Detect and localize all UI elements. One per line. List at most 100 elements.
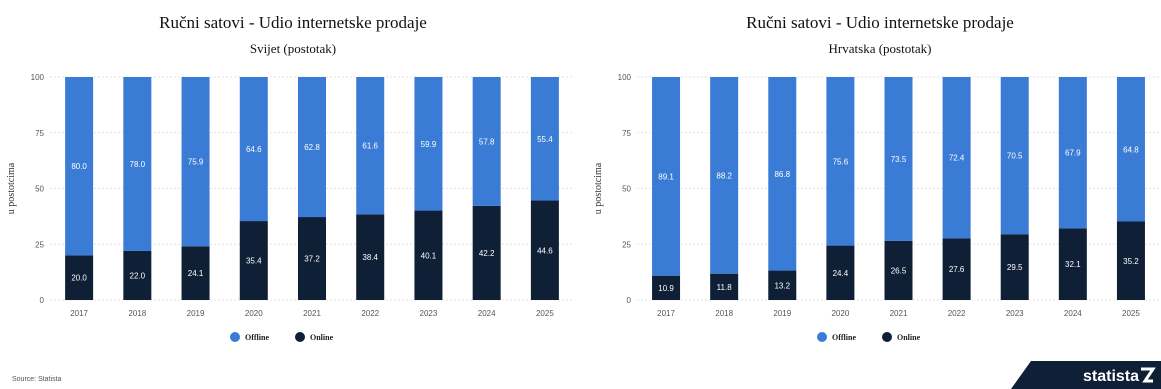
legend-label: Offline	[832, 333, 856, 342]
data-label-offline: 75.9	[188, 158, 204, 167]
bar-online	[239, 221, 268, 300]
data-label-online: 29.5	[1007, 263, 1023, 272]
legend-marker	[817, 332, 827, 342]
x-tick-label: 2025	[1122, 309, 1140, 318]
y-tick-label: 50	[35, 185, 44, 194]
bar-offline	[181, 77, 210, 247]
bar-online	[1000, 234, 1029, 300]
data-label-online: 27.6	[949, 265, 965, 274]
x-tick-label: 2023	[1006, 309, 1024, 318]
chart-1: Ručni satovi - Udio internetske prodaje S…	[6, 13, 574, 342]
bar-online	[768, 270, 797, 300]
bar-offline	[1116, 77, 1145, 222]
x-tick-label: 2017	[657, 309, 675, 318]
bar-offline	[356, 77, 385, 215]
bar-online	[298, 217, 326, 300]
data-label-online: 37.2	[304, 255, 320, 264]
chart-subtitle: Svijet (postotak)	[250, 41, 336, 56]
bar-offline	[1000, 77, 1029, 235]
bar-offline	[826, 77, 855, 246]
x-tick-label: 2018	[715, 309, 733, 318]
y-tick-label: 100	[31, 73, 45, 82]
data-label-offline: 88.2	[716, 171, 732, 180]
y-axis-label: u postotcima	[6, 162, 17, 214]
bar-online	[530, 200, 559, 300]
data-label-online: 35.2	[1123, 257, 1139, 266]
data-label-offline: 57.8	[479, 137, 495, 146]
legend-marker	[295, 332, 305, 342]
bar-online	[826, 245, 855, 300]
data-label-offline: 61.6	[362, 142, 378, 151]
data-label-offline: 64.6	[246, 145, 262, 154]
data-label-online: 32.1	[1065, 260, 1081, 269]
data-label-offline: 67.9	[1065, 149, 1081, 158]
statista-logo-text: statista	[1083, 368, 1139, 385]
bar-offline	[65, 77, 94, 256]
bar-online	[414, 210, 443, 300]
x-tick-label: 2020	[831, 309, 849, 318]
legend-marker	[882, 332, 892, 342]
bar-offline	[652, 77, 681, 276]
y-tick-label: 25	[35, 240, 44, 249]
bar-online	[181, 246, 210, 300]
chart-title: Ručni satovi - Udio internetske prodaje	[159, 13, 427, 32]
bar-online	[472, 205, 501, 300]
x-tick-label: 2024	[1064, 309, 1082, 318]
data-label-offline: 72.4	[949, 154, 965, 163]
data-label-online: 44.6	[537, 246, 553, 255]
x-tick-label: 2021	[890, 309, 908, 318]
data-label-offline: 70.5	[1007, 152, 1023, 161]
x-tick-label: 2017	[70, 309, 88, 318]
bar-online	[1116, 221, 1145, 300]
data-label-offline: 89.1	[658, 172, 674, 181]
data-label-online: 13.2	[774, 281, 790, 290]
data-label-online: 26.5	[891, 266, 907, 275]
data-label-online: 40.1	[421, 251, 437, 260]
x-tick-label: 2025	[536, 309, 554, 318]
legend-label: Offline	[245, 333, 269, 342]
statista-logo: statista	[1011, 361, 1161, 389]
bar-online	[65, 255, 94, 300]
bar-offline	[942, 77, 971, 239]
data-label-offline: 59.9	[421, 140, 437, 149]
y-tick-label: 75	[35, 129, 44, 138]
bar-online	[942, 238, 971, 300]
bar-offline	[298, 77, 326, 218]
bar-offline	[884, 77, 913, 241]
y-axis-label: u postotcima	[593, 162, 604, 214]
y-tick-label: 25	[622, 240, 631, 249]
data-label-online: 42.2	[479, 249, 495, 258]
data-label-online: 22.0	[130, 271, 146, 280]
y-tick-label: 100	[618, 73, 632, 82]
data-label-online: 20.0	[71, 274, 87, 283]
data-label-offline: 64.8	[1123, 145, 1139, 154]
data-label-online: 35.4	[246, 257, 262, 266]
bar-online	[710, 273, 739, 300]
source-note: Source: Statista	[12, 376, 62, 383]
data-label-online: 38.4	[362, 253, 378, 262]
x-tick-label: 2020	[245, 309, 263, 318]
bar-offline	[123, 77, 152, 251]
data-label-online: 24.4	[833, 269, 849, 278]
data-label-offline: 75.6	[833, 157, 849, 166]
data-label-offline: 80.0	[71, 162, 87, 171]
bar-offline	[710, 77, 739, 274]
bar-offline	[414, 77, 443, 211]
chart-title: Ručni satovi - Udio internetske prodaje	[746, 13, 1014, 32]
data-label-offline: 86.8	[774, 170, 790, 179]
bar-online	[884, 240, 913, 300]
data-label-online: 10.9	[658, 284, 674, 293]
bar-offline	[472, 77, 501, 206]
data-label-online: 24.1	[188, 269, 204, 278]
y-tick-label: 50	[622, 185, 631, 194]
x-tick-label: 2023	[420, 309, 438, 318]
x-tick-label: 2019	[773, 309, 791, 318]
data-label-offline: 62.8	[304, 143, 320, 152]
bar-offline	[239, 77, 268, 222]
y-tick-label: 75	[622, 129, 631, 138]
data-label-offline: 78.0	[130, 160, 146, 169]
chart-2: Ručni satovi - Udio internetske prodaje H…	[593, 13, 1160, 342]
x-tick-label: 2024	[478, 309, 496, 318]
data-label-online: 11.8	[717, 283, 733, 292]
